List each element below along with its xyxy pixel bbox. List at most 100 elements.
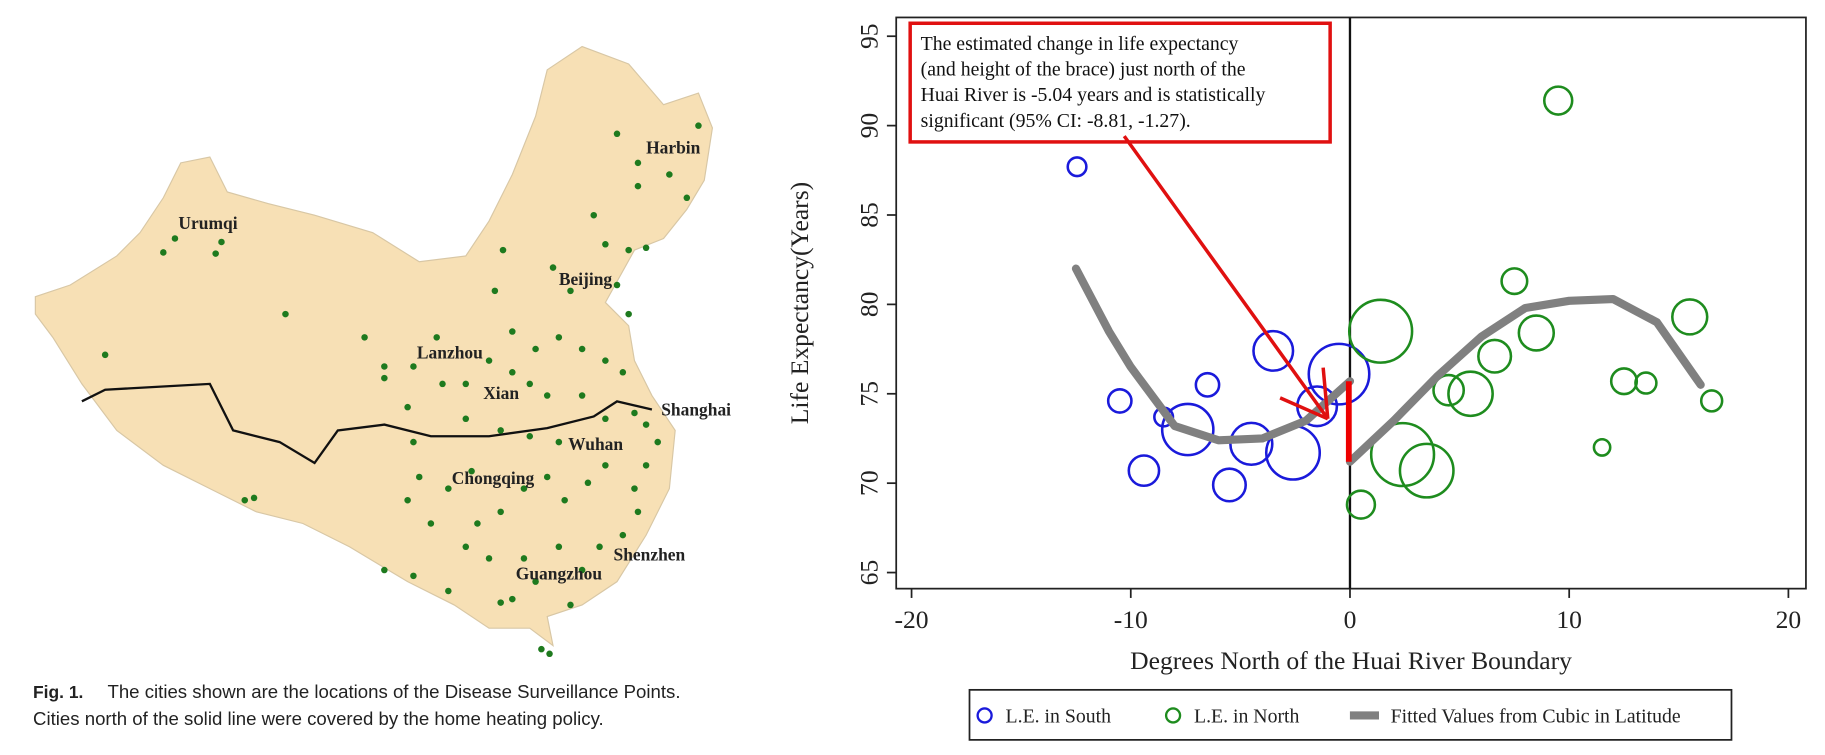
city-dot (555, 543, 563, 551)
bubble (1252, 329, 1295, 372)
city-dot (619, 531, 627, 539)
city-dot (509, 328, 516, 335)
y-tick-label: 85 (855, 202, 884, 228)
city-dot (567, 287, 574, 295)
bubble (1160, 402, 1215, 457)
bubble (1609, 367, 1639, 396)
city-dot (625, 246, 632, 254)
city-dot (497, 599, 504, 606)
legend-symbol (1164, 707, 1182, 724)
city-dot (619, 369, 627, 376)
city-dot (410, 438, 417, 446)
city-dot (555, 438, 563, 446)
city-label: Guangzhou (516, 563, 603, 583)
y-tick-label: 75 (855, 381, 884, 407)
caption-label: Fig. 1. (33, 682, 83, 702)
city-dot (520, 555, 528, 562)
city-dot (509, 595, 516, 603)
city-dot (218, 238, 225, 246)
annotation-box (908, 21, 1332, 144)
city-dot (526, 432, 534, 440)
city-dot (462, 380, 470, 388)
city-dot (497, 427, 504, 434)
bubble (1500, 267, 1529, 296)
bubble (1517, 314, 1556, 352)
china-outline (34, 45, 714, 648)
bubble (1347, 298, 1414, 364)
city-dot (509, 369, 516, 376)
city-label: Chongqing (452, 468, 535, 488)
y-tick-label: 65 (855, 560, 884, 586)
bubble (1127, 454, 1161, 488)
city-dot (282, 310, 289, 318)
city-dot (433, 334, 440, 341)
city-dot (561, 496, 568, 504)
bubble (1066, 156, 1088, 178)
city-dot (546, 650, 553, 658)
city-dot (596, 543, 603, 551)
city-dot (631, 485, 638, 492)
x-tick-label: 10 (1556, 605, 1582, 634)
bubble (1398, 442, 1455, 499)
city-dot (171, 235, 179, 242)
city-dot (683, 194, 691, 202)
city-dot (415, 473, 423, 481)
city-dot (526, 380, 534, 388)
annotation-line: Huai River is -5.04 years and is statist… (921, 84, 1266, 106)
city-dot (381, 374, 388, 382)
city-dot (555, 334, 563, 341)
city-dot (361, 334, 368, 341)
y-tick-label: 80 (855, 292, 884, 318)
bubble (1542, 85, 1574, 116)
huai-boundary (81, 382, 653, 465)
city-dot (404, 403, 411, 411)
city-dot (642, 244, 650, 252)
city-dot (381, 363, 388, 370)
legend-symbol (976, 707, 993, 724)
y-axis-label: Life Expectancy(Years) (785, 182, 814, 424)
y-tick-label: 90 (855, 113, 884, 139)
city-dot (634, 159, 642, 167)
city-label: Urumqi (178, 213, 237, 233)
city-dot (602, 415, 609, 423)
city-dot (445, 485, 452, 492)
city-dot (695, 122, 702, 129)
x-tick-label: -10 (1114, 605, 1148, 634)
city-dot (499, 246, 507, 254)
bubble (1432, 373, 1466, 407)
city-dot (543, 473, 551, 481)
city-dot (666, 171, 673, 178)
legend-label: L.E. in North (1194, 705, 1300, 727)
city-dot (642, 421, 650, 428)
city-dot (445, 587, 452, 595)
caption-line: Cities north of the solid line were cove… (33, 708, 604, 729)
annotation-line: (and height of the brace) just north of … (921, 59, 1246, 81)
fitted-line (1071, 264, 1705, 466)
x-tick-label: -20 (895, 605, 929, 634)
city-dot (410, 572, 417, 580)
bubble (1106, 388, 1133, 414)
bubble (1592, 437, 1612, 457)
city-dot (578, 345, 586, 353)
city-label: Wuhan (568, 434, 623, 454)
city-dot (404, 496, 411, 504)
city-dot (241, 496, 249, 504)
city-dot (462, 415, 470, 423)
city-dot (538, 645, 545, 653)
city-dot (439, 380, 446, 388)
city-dot (613, 130, 621, 138)
city-dot (497, 508, 504, 516)
bubble (1634, 371, 1658, 395)
city-dot (578, 566, 586, 574)
city-dot (549, 264, 557, 271)
city-dot (578, 392, 586, 399)
city-dot (642, 462, 650, 469)
annotation-line: significant (95% CI: -8.81, -1.27). (921, 110, 1191, 132)
city-dot (590, 211, 598, 219)
city-dot (532, 345, 539, 353)
city-dot (613, 281, 621, 289)
legend-box (968, 688, 1733, 741)
city-dot (625, 310, 632, 318)
city-label: Lanzhou (417, 342, 483, 362)
